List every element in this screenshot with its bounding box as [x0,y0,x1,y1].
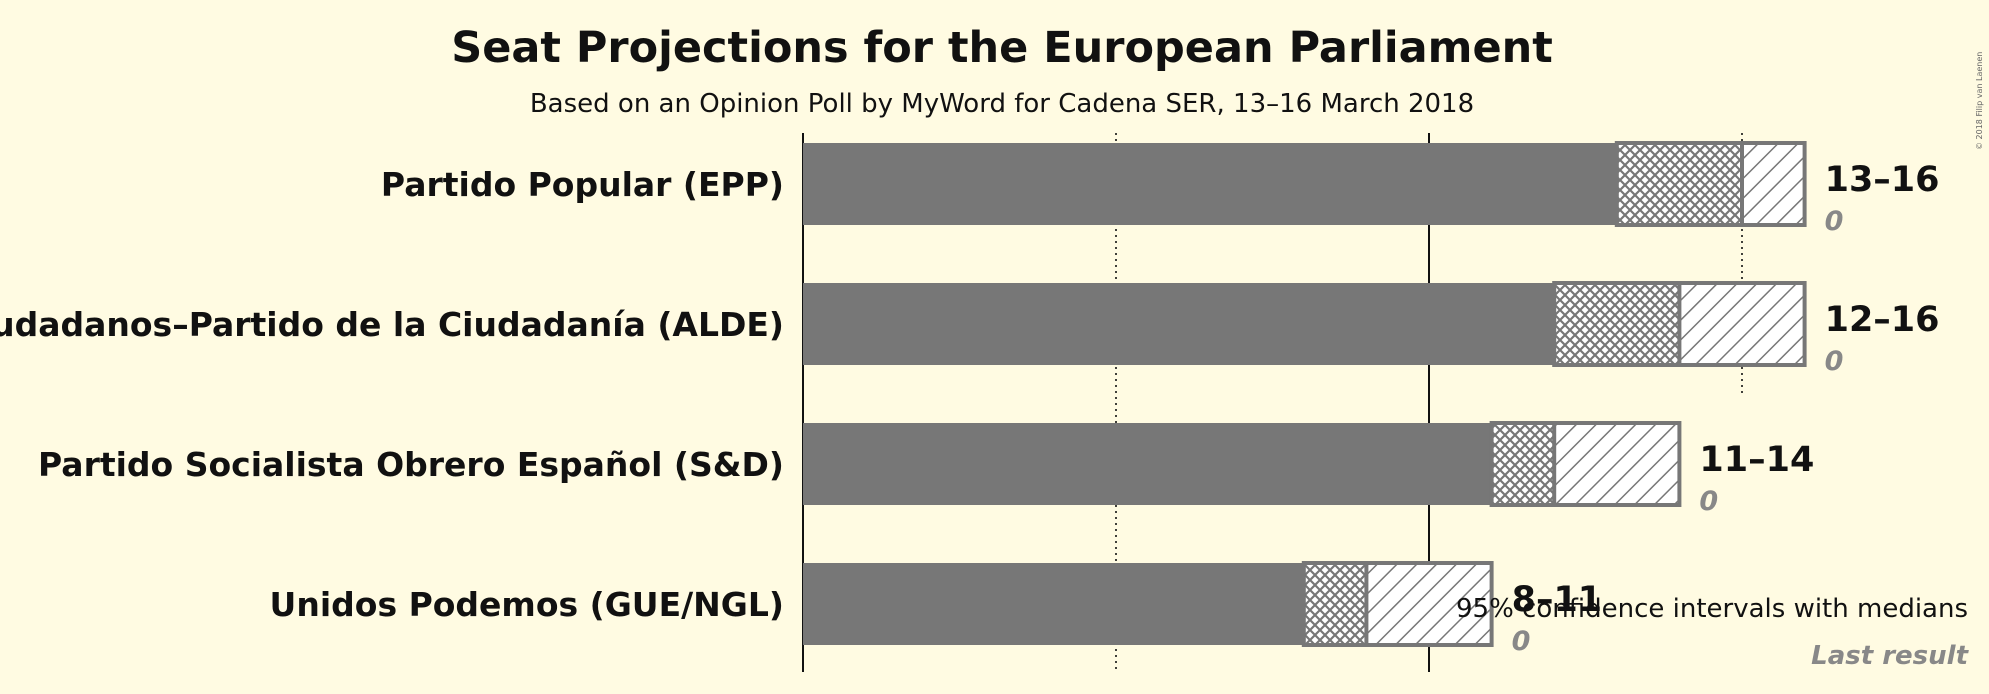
chart-subtitle: Based on an Opinion Poll by MyWord for C… [530,89,1474,119]
bar-group: Partido Socialista Obrero Español (S&D) 1… [38,421,1814,517]
bar-ci-outline [1489,421,1682,507]
bar-ci-low [1303,563,1367,645]
last-result-label: 0 [1825,346,1844,377]
bar-solid [803,563,1304,645]
bar-solid [803,143,1617,225]
bars: Partido Popular (EPP) 13–16 0 Ciudadanos–Pa… [0,141,1940,657]
bar-ci-high [1679,283,1805,365]
bar-solid [803,283,1555,365]
last-result-label: 0 [1825,206,1844,237]
bar-ci-low [1554,283,1680,365]
range-label: 12–16 [1825,300,1940,340]
chart-title: Seat Projections for the European Parlia… [451,23,1553,73]
party-label: Unidos Podemos (GUE/NGL) [270,585,784,624]
last-result-label: 0 [1699,486,1718,517]
copyright-text: © 2018 Filip van Laenen [1975,52,1984,150]
party-label: Partido Popular (EPP) [381,165,784,204]
party-label: Partido Socialista Obrero Español (S&D) [38,445,784,484]
bar-group: Unidos Podemos (GUE/NGL) 8–11 0 [270,561,1603,657]
bar-ci-high [1742,143,1805,225]
bar-ci-low [1616,143,1742,225]
party-label: Ciudadanos–Partido de la Ciudadanía (ALD… [0,305,784,344]
legend-last-result-label: Last result [1811,641,1969,671]
range-label: 11–14 [1699,440,1814,480]
bar-ci-high [1366,563,1492,645]
bar-group: Ciudadanos–Partido de la Ciudadanía (ALD… [0,281,1940,377]
legend-ci-label: 95% confidence intervals with medians [1456,594,1968,624]
bar-ci-outline [1301,561,1494,647]
bar-ci-outline [1614,141,1807,227]
last-result-label: 0 [1512,626,1531,657]
bar-ci-low [1491,423,1555,505]
bar-group: Partido Popular (EPP) 13–16 0 [381,141,1940,237]
bar-ci-high [1554,423,1680,505]
range-label: 8–11 [1512,580,1603,620]
range-label: 13–16 [1825,160,1940,200]
bar-solid [803,423,1492,505]
